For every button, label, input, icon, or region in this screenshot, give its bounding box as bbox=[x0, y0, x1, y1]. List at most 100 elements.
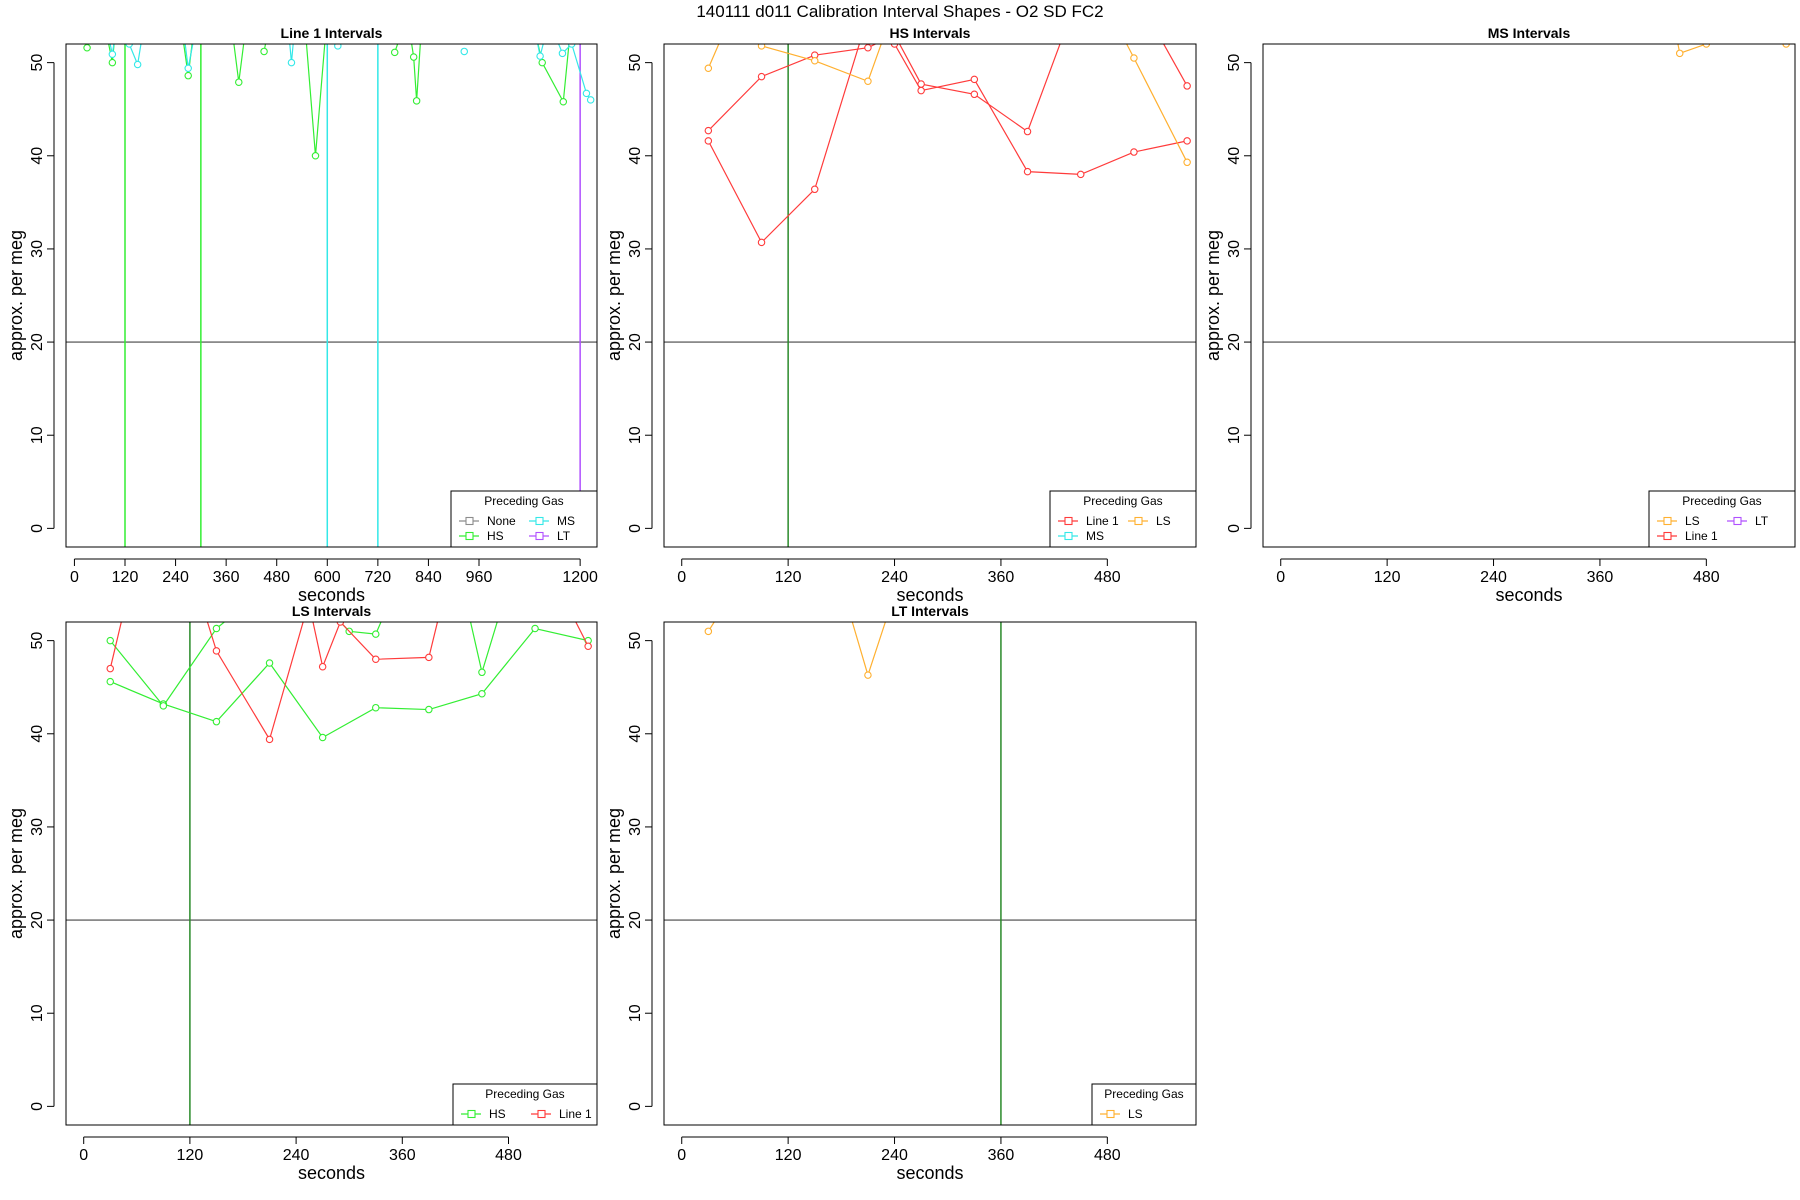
data-point-ms bbox=[586, 96, 595, 104]
y-axis: 0 10 20 30 40 50 approx. per meg bbox=[6, 632, 55, 1111]
data-point-line-1 bbox=[864, 44, 872, 52]
data-point-ms bbox=[542, 31, 548, 37]
data-point-hs bbox=[425, 705, 433, 714]
x-tick-label: 0 bbox=[79, 1147, 88, 1164]
data-point-hs bbox=[526, 4, 532, 10]
data-point-line-1 bbox=[196, 591, 202, 597]
series-line-hs bbox=[394, 44, 399, 53]
data-point-ms bbox=[552, 31, 558, 37]
y-tick-label: 10 bbox=[29, 426, 46, 444]
series-line-line-1 bbox=[707, 44, 1188, 244]
plot-frame bbox=[663, 621, 1197, 1126]
data-point-line-1 bbox=[1183, 137, 1191, 145]
data-area bbox=[1675, 44, 1790, 58]
series-line-ls bbox=[707, 44, 720, 69]
y-tick-label: 0 bbox=[627, 524, 644, 533]
legend-title: Preceding Gas bbox=[485, 1087, 564, 1101]
panel-title: LT Intervals bbox=[891, 603, 969, 619]
data-point-ls bbox=[1130, 54, 1138, 62]
x-tick-label: 120 bbox=[1374, 569, 1401, 586]
y-axis: 0 10 20 30 40 50 approx. per meg bbox=[604, 632, 653, 1111]
data-point-line-1 bbox=[443, 582, 449, 588]
panel-title: LS Intervals bbox=[292, 603, 372, 619]
legend-box bbox=[450, 490, 598, 548]
data-area bbox=[704, 582, 1002, 1125]
data-point-line-1 bbox=[810, 185, 819, 194]
data-point-ms bbox=[141, 22, 147, 28]
y-tick-label: 0 bbox=[29, 524, 46, 533]
data-point-ms bbox=[287, 58, 296, 67]
x-tick-label: 240 bbox=[881, 1147, 908, 1164]
data-point-line-1 bbox=[917, 80, 925, 88]
x-axis-label: seconds bbox=[1495, 585, 1562, 605]
x-tick-label: 240 bbox=[1480, 569, 1507, 586]
x-tick-label: 120 bbox=[177, 1147, 204, 1164]
series-line-hs bbox=[339, 622, 382, 635]
data-point-hs bbox=[390, 48, 399, 57]
legend-label-lt: LT bbox=[1755, 514, 1769, 528]
x-tick-label: 240 bbox=[283, 1147, 310, 1164]
x-axis: 0 120 240 360 480 seconds bbox=[79, 1136, 522, 1183]
y-tick-label: 40 bbox=[29, 147, 46, 165]
legend-title: Preceding Gas bbox=[1682, 494, 1761, 508]
figure-title: 140111 d011 Calibration Interval Shapes … bbox=[696, 2, 1103, 21]
series-line-hs bbox=[263, 44, 267, 52]
x-tick-label: 0 bbox=[677, 1147, 686, 1164]
series-line-ls bbox=[1677, 44, 1708, 55]
x-tick-label: 360 bbox=[1587, 569, 1614, 586]
x-tick-label: 0 bbox=[677, 569, 686, 586]
series-line-ms bbox=[184, 44, 194, 69]
data-point-hs bbox=[159, 702, 168, 710]
y-tick-label: 10 bbox=[1226, 426, 1243, 444]
y-axis-label: approx. per meg bbox=[604, 230, 624, 361]
data-point-ls bbox=[704, 64, 713, 72]
y-tick-label: 30 bbox=[627, 240, 644, 258]
data-point-hs bbox=[260, 47, 268, 56]
x-tick-label: 600 bbox=[314, 569, 341, 586]
data-point-ls bbox=[838, 582, 844, 588]
legend-label-ls: LS bbox=[1685, 514, 1700, 528]
y-tick-label: 0 bbox=[29, 1102, 46, 1111]
y-tick-label: 30 bbox=[627, 818, 644, 836]
y-axis-label: approx. per meg bbox=[6, 230, 26, 361]
data-point-ls bbox=[704, 627, 713, 636]
plot-frame bbox=[1262, 43, 1796, 548]
legend-label-line-1: Line 1 bbox=[559, 1107, 592, 1121]
data-point-ls bbox=[810, 57, 819, 65]
data-point-ms bbox=[567, 44, 576, 48]
data-point-hs bbox=[559, 98, 568, 106]
data-point-hs bbox=[244, 13, 250, 19]
data-point-hs bbox=[404, 13, 410, 19]
y-tick-label: 0 bbox=[1226, 524, 1243, 533]
data-point-line-1 bbox=[757, 72, 766, 81]
series-line-hs bbox=[411, 44, 421, 101]
data-point-ms bbox=[108, 50, 117, 58]
panel-title: HS Intervals bbox=[890, 25, 971, 41]
data-point-hs bbox=[106, 677, 115, 686]
data-point-hs bbox=[311, 152, 320, 160]
y-tick-label: 40 bbox=[1226, 147, 1243, 165]
data-point-hs bbox=[569, 13, 575, 19]
y-axis: 0 10 20 30 40 50 approx. per meg bbox=[1203, 54, 1252, 533]
data-point-ms bbox=[113, 22, 119, 28]
y-tick-label: 50 bbox=[627, 54, 644, 72]
panel-line-1-intervals: Line 1 Intervals 0 120 240 360 480 600 720 840 96… bbox=[6, 4, 598, 605]
data-point-ls bbox=[1782, 44, 1790, 48]
data-point-ms bbox=[558, 49, 567, 58]
series-line-ls bbox=[851, 622, 886, 678]
data-point-line-1 bbox=[1140, 4, 1146, 10]
data-point-hs bbox=[412, 97, 421, 105]
y-tick-label: 30 bbox=[29, 240, 46, 258]
y-tick-label: 20 bbox=[627, 911, 644, 929]
y-tick-label: 40 bbox=[627, 725, 644, 743]
series-line-hs bbox=[109, 622, 226, 707]
data-point-ms bbox=[284, 13, 290, 19]
y-tick-label: 50 bbox=[29, 632, 46, 650]
data-point-hs bbox=[461, 591, 467, 597]
x-tick-label: 480 bbox=[1693, 569, 1720, 586]
x-tick-label: 0 bbox=[70, 569, 79, 586]
data-point-ls bbox=[864, 77, 872, 86]
plot-frame bbox=[65, 621, 598, 1126]
y-tick-label: 20 bbox=[1226, 333, 1243, 351]
x-tick-label: 120 bbox=[112, 569, 139, 586]
